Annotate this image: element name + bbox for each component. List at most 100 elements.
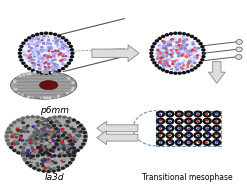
Circle shape — [167, 136, 170, 139]
Circle shape — [36, 150, 40, 153]
Circle shape — [57, 34, 62, 38]
Circle shape — [38, 121, 42, 124]
Circle shape — [58, 129, 62, 132]
Circle shape — [198, 139, 201, 142]
Circle shape — [26, 130, 30, 133]
Circle shape — [31, 65, 35, 67]
Circle shape — [42, 132, 46, 135]
Circle shape — [45, 54, 48, 57]
Circle shape — [159, 130, 162, 132]
Circle shape — [33, 71, 36, 74]
Circle shape — [162, 112, 165, 114]
Circle shape — [21, 153, 25, 156]
Circle shape — [165, 136, 168, 138]
Circle shape — [32, 141, 36, 143]
Circle shape — [33, 134, 37, 136]
Circle shape — [31, 152, 35, 155]
Circle shape — [168, 42, 172, 45]
Circle shape — [185, 118, 188, 120]
Circle shape — [177, 44, 181, 46]
Circle shape — [32, 56, 36, 58]
Circle shape — [168, 114, 171, 116]
Circle shape — [33, 62, 36, 65]
Circle shape — [44, 163, 48, 166]
Circle shape — [52, 134, 56, 137]
Circle shape — [178, 127, 181, 129]
Circle shape — [181, 126, 184, 128]
Circle shape — [213, 144, 216, 146]
Circle shape — [156, 126, 159, 128]
Circle shape — [46, 42, 49, 45]
Circle shape — [165, 45, 168, 48]
Circle shape — [204, 122, 207, 124]
Circle shape — [195, 111, 198, 113]
Circle shape — [184, 127, 187, 129]
Circle shape — [57, 95, 60, 98]
Circle shape — [41, 39, 43, 42]
Circle shape — [163, 57, 166, 60]
Circle shape — [164, 47, 168, 50]
Circle shape — [193, 113, 196, 115]
Circle shape — [20, 130, 23, 133]
Circle shape — [33, 49, 37, 52]
Circle shape — [198, 111, 201, 113]
Circle shape — [39, 148, 42, 151]
Circle shape — [187, 125, 190, 127]
Circle shape — [43, 60, 47, 63]
Circle shape — [162, 51, 165, 54]
Circle shape — [204, 144, 207, 146]
Circle shape — [45, 58, 49, 60]
Circle shape — [213, 139, 216, 142]
Circle shape — [185, 140, 192, 145]
Circle shape — [175, 128, 178, 131]
Circle shape — [168, 110, 171, 113]
Circle shape — [50, 145, 54, 148]
Circle shape — [178, 130, 181, 132]
Circle shape — [21, 129, 25, 132]
Circle shape — [64, 64, 68, 68]
Circle shape — [38, 148, 42, 151]
Circle shape — [163, 65, 166, 68]
Circle shape — [178, 48, 181, 51]
Circle shape — [61, 67, 65, 70]
Circle shape — [61, 142, 65, 145]
Circle shape — [171, 114, 174, 116]
Circle shape — [63, 41, 66, 43]
Circle shape — [62, 115, 67, 119]
Circle shape — [161, 111, 164, 113]
Circle shape — [53, 58, 57, 61]
Circle shape — [175, 64, 179, 66]
Circle shape — [206, 137, 209, 139]
Circle shape — [69, 124, 73, 127]
Circle shape — [26, 149, 30, 152]
Circle shape — [37, 63, 40, 65]
Circle shape — [36, 41, 39, 44]
Circle shape — [59, 140, 63, 143]
Circle shape — [213, 132, 216, 134]
Circle shape — [42, 130, 46, 133]
Circle shape — [181, 143, 184, 145]
Circle shape — [165, 70, 169, 73]
Circle shape — [175, 114, 178, 116]
Circle shape — [52, 130, 56, 133]
Circle shape — [49, 43, 52, 45]
Circle shape — [41, 137, 44, 140]
Circle shape — [176, 122, 179, 124]
Circle shape — [189, 57, 192, 60]
Circle shape — [158, 125, 160, 127]
Circle shape — [191, 43, 195, 45]
Circle shape — [39, 121, 43, 124]
Circle shape — [65, 133, 69, 136]
Circle shape — [27, 43, 30, 46]
Circle shape — [158, 118, 160, 120]
Circle shape — [159, 137, 162, 139]
Circle shape — [213, 125, 220, 131]
Circle shape — [162, 126, 165, 128]
Circle shape — [200, 120, 203, 122]
Circle shape — [236, 47, 242, 52]
Circle shape — [43, 35, 46, 37]
Circle shape — [186, 70, 190, 73]
Circle shape — [167, 65, 171, 67]
Circle shape — [66, 145, 70, 148]
Circle shape — [167, 115, 170, 117]
